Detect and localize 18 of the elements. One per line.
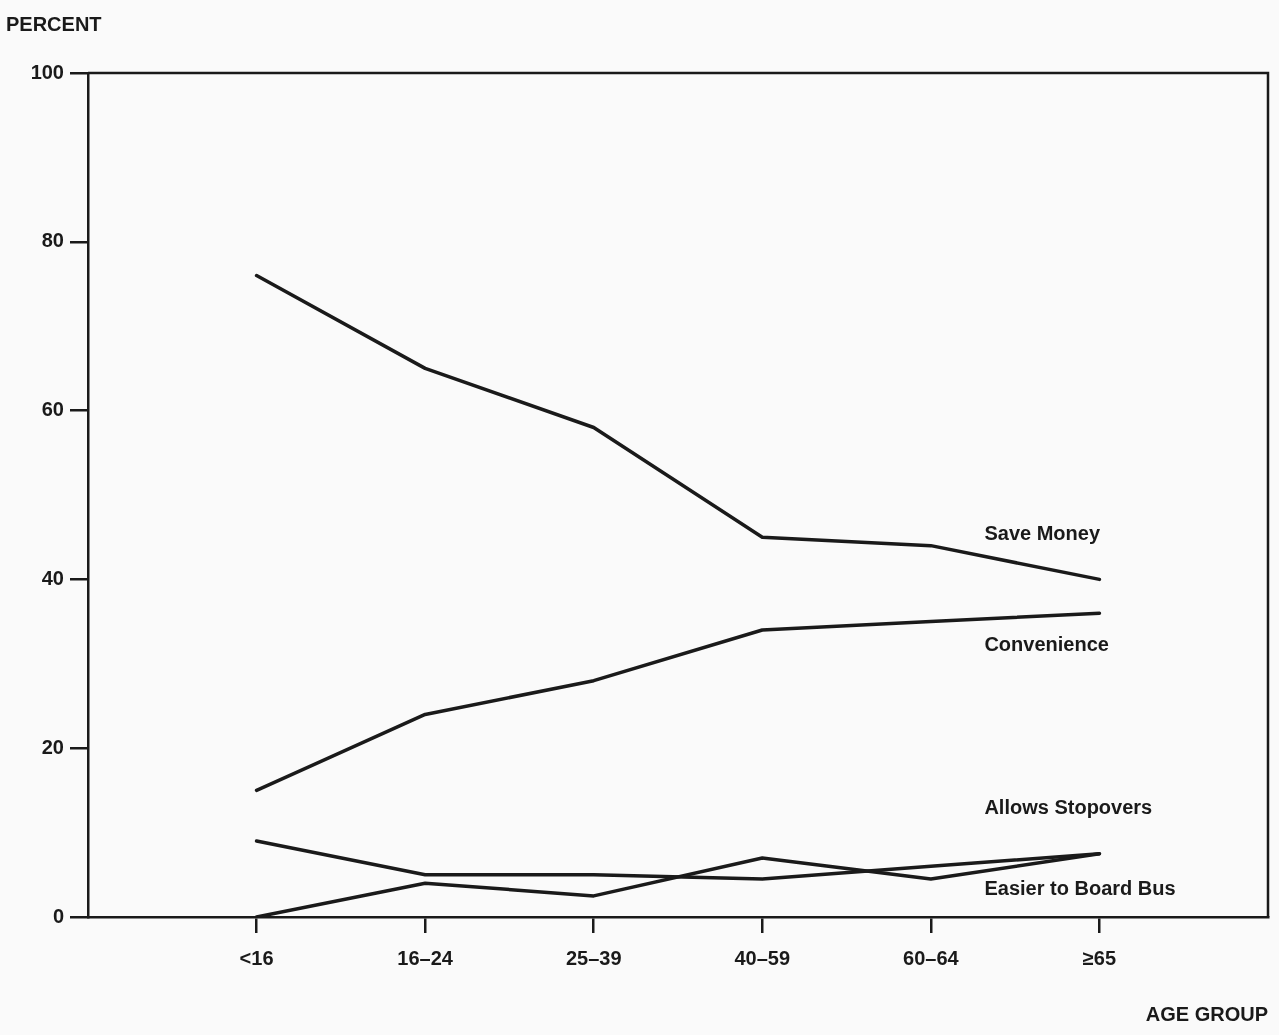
y-tick-label: 60: [41, 398, 64, 421]
x-tick-label: 60–64: [903, 946, 960, 969]
x-tick-label: <16: [239, 946, 274, 969]
y-tick-label: 0: [52, 904, 64, 927]
series-label: Save Money: [984, 521, 1101, 544]
y-tick-label: 20: [41, 735, 64, 758]
x-tick-label: ≥65: [1082, 946, 1117, 969]
x-axis-title: AGE GROUP: [1145, 1002, 1268, 1025]
series-label: Easier to Board Bus: [984, 877, 1176, 900]
x-tick-label: 40–59: [734, 946, 791, 969]
y-tick-label: 80: [41, 229, 64, 252]
x-tick-label: 25–39: [565, 946, 622, 969]
y-tick-label: 100: [30, 60, 64, 83]
x-tick-label: 16–24: [397, 946, 454, 969]
series-label: Convenience: [984, 632, 1109, 655]
text: Allows Stopovers: [984, 796, 1153, 819]
y-axis-title: PERCENT: [6, 12, 102, 35]
y-tick-label: 40: [41, 566, 64, 589]
